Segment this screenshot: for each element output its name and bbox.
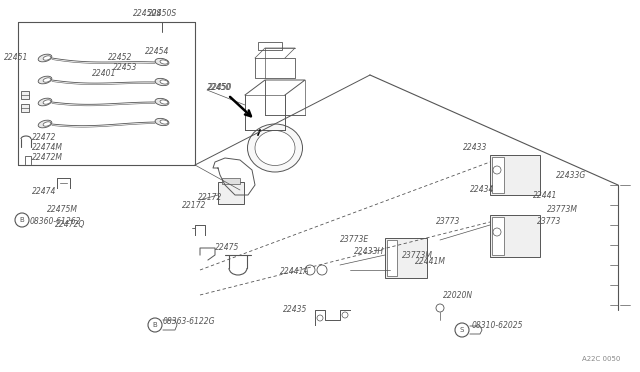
- Ellipse shape: [38, 54, 52, 62]
- Text: 22474M: 22474M: [32, 144, 63, 153]
- Bar: [492, 157, 504, 193]
- Text: 22472: 22472: [32, 134, 56, 142]
- Text: 23773E: 23773E: [340, 235, 369, 244]
- Circle shape: [342, 312, 348, 318]
- Text: 22020N: 22020N: [443, 291, 473, 299]
- Text: 23773: 23773: [537, 218, 561, 227]
- Bar: [492, 217, 504, 255]
- Text: 22450: 22450: [208, 83, 232, 93]
- Bar: [385, 238, 427, 278]
- Ellipse shape: [160, 60, 168, 64]
- Text: 22441A: 22441A: [280, 267, 310, 276]
- Text: 22433: 22433: [463, 144, 488, 153]
- Text: 08360-61262: 08360-61262: [30, 218, 81, 227]
- Bar: [387, 240, 397, 276]
- Text: 22441: 22441: [533, 190, 557, 199]
- Circle shape: [317, 265, 327, 275]
- Ellipse shape: [248, 124, 303, 172]
- Ellipse shape: [43, 100, 51, 104]
- Circle shape: [436, 304, 444, 312]
- Bar: [258, 42, 282, 50]
- Text: 22433G: 22433G: [556, 170, 586, 180]
- Text: 08310-62025: 08310-62025: [472, 321, 524, 330]
- Text: 22454: 22454: [145, 48, 170, 57]
- Ellipse shape: [155, 118, 169, 126]
- Text: 22401: 22401: [92, 68, 116, 77]
- Text: 22472M: 22472M: [32, 154, 63, 163]
- Text: 22475M: 22475M: [47, 205, 78, 215]
- Text: 22433H: 22433H: [354, 247, 384, 257]
- Bar: [490, 215, 540, 257]
- Bar: [21, 91, 29, 99]
- Circle shape: [493, 228, 501, 236]
- Text: 23773M: 23773M: [402, 250, 433, 260]
- Text: 23773M: 23773M: [547, 205, 578, 215]
- Circle shape: [493, 166, 501, 174]
- Text: 22450S: 22450S: [133, 10, 163, 19]
- Circle shape: [15, 213, 29, 227]
- Text: 22452: 22452: [108, 52, 132, 61]
- Ellipse shape: [43, 78, 51, 82]
- Bar: [490, 155, 540, 195]
- Text: 22475: 22475: [215, 244, 239, 253]
- Text: 22450S: 22450S: [148, 10, 177, 19]
- Ellipse shape: [38, 98, 52, 106]
- Ellipse shape: [43, 56, 51, 60]
- Circle shape: [455, 323, 469, 337]
- Text: 22172: 22172: [182, 201, 206, 209]
- Text: B: B: [20, 217, 24, 223]
- Ellipse shape: [155, 98, 169, 106]
- Text: 22451: 22451: [4, 52, 28, 61]
- Bar: [218, 182, 244, 204]
- Text: A22C 0050: A22C 0050: [582, 356, 620, 362]
- Text: 22441M: 22441M: [415, 257, 446, 266]
- Ellipse shape: [255, 131, 295, 166]
- Ellipse shape: [160, 100, 168, 104]
- Ellipse shape: [155, 78, 169, 86]
- Text: S: S: [460, 327, 464, 333]
- Ellipse shape: [160, 120, 168, 124]
- Text: 23773: 23773: [436, 218, 460, 227]
- Ellipse shape: [43, 122, 51, 126]
- Text: B: B: [152, 322, 157, 328]
- Circle shape: [317, 315, 323, 321]
- Bar: [222, 178, 240, 184]
- Ellipse shape: [160, 80, 168, 84]
- Text: 22435: 22435: [283, 305, 307, 314]
- Circle shape: [305, 265, 315, 275]
- Text: 22434: 22434: [470, 186, 494, 195]
- Text: 22172: 22172: [198, 193, 222, 202]
- Bar: [21, 104, 29, 112]
- Text: 08363-6122G: 08363-6122G: [163, 317, 216, 327]
- Text: 22474: 22474: [32, 187, 56, 196]
- Ellipse shape: [38, 120, 52, 128]
- Text: 22472Q: 22472Q: [55, 221, 85, 230]
- Ellipse shape: [38, 76, 52, 84]
- Text: 22453: 22453: [113, 64, 138, 73]
- Ellipse shape: [155, 58, 169, 65]
- Circle shape: [148, 318, 162, 332]
- Text: 22450: 22450: [207, 83, 232, 93]
